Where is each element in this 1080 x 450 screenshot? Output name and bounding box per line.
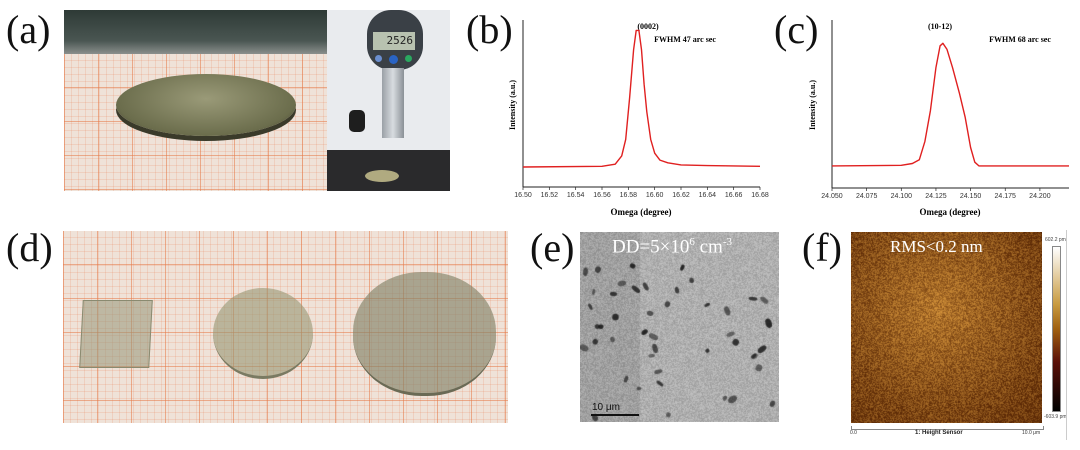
x-tick-label: 16.62 [672,192,690,199]
gan-wafer [116,74,296,136]
afm-axis-title: 1: Height Sensor [915,430,963,436]
afm-axis-left: 0.0 [850,430,857,436]
dislocation-image [580,232,779,422]
x-tick-label: 16.58 [620,192,638,199]
thickness-gauge-photo: 2526 [327,10,450,191]
dislocation-density-label: DD=5×106 cm-3 [612,236,732,258]
chart-c-xlabel: Omega (degree) [919,207,980,217]
x-tick-label: 24.075 [856,193,878,200]
panel-label-f: (f) [802,228,842,268]
wafer-sizes-photo [63,231,508,423]
x-tick-label: 24.175 [995,193,1017,200]
x-tick-label: 16.60 [646,192,664,199]
chart-b-ylabel: Intensity (a.u.) [508,80,517,130]
x-tick-label: 24.125 [925,193,947,200]
chart-b-xlabel: Omega (degree) [610,207,671,217]
chart-c-annotation-2: FWHM 68 arc sec [989,35,1051,44]
x-tick-label: 16.52 [541,192,559,199]
x-tick-label: 16.64 [699,192,717,199]
dd-unit-exp: -3 [723,236,732,248]
afm-height-map [851,232,1042,423]
rms-label: RMS<0.2 nm [890,237,983,257]
scale-bar-label: 10 μm [592,402,620,413]
scale-bar [591,414,639,416]
xrc-chart-10-12: (10-12) FWHM 68 arc sec Omega (degree) I… [790,10,1080,220]
data-line [523,30,760,167]
x-tick-label: 16.66 [725,192,743,199]
x-tick-label: 16.54 [567,192,585,199]
panel-label-d: (d) [6,228,53,268]
chart-c-ylabel: Intensity (a.u.) [808,80,817,130]
xrc-chart-0002: (0002) FWHM 47 arc sec Omega (degree) In… [480,10,780,220]
colorbar-max: 602.2 pm [1045,237,1066,243]
x-tick-label: 16.68 [751,192,769,199]
data-line [832,43,1069,166]
gauge-display: 2526 [373,32,415,50]
afm-axis-right: 10.0 μm [1022,430,1040,436]
four-inch-wafer [353,272,496,396]
square-wafer [79,300,153,368]
x-tick-label: 16.50 [514,192,532,199]
colorbar-min: -603.9 pm [1044,414,1067,420]
chart-c-annotation-1: (10-12) [928,22,952,31]
x-tick-label: 24.150 [960,193,982,200]
x-tick-label: 24.200 [1029,193,1051,200]
panel-label-a: (a) [6,10,50,50]
x-tick-label: 24.100 [891,193,913,200]
frame-line [1066,230,1067,440]
chart-b-annotation-2: FWHM 47 arc sec [654,35,716,44]
x-tick-label: 24.050 [821,193,843,200]
x-tick-label: 16.56 [593,192,611,199]
chart-b-annotation-1: (0002) [637,22,659,31]
dd-main: DD=5×10 [612,236,689,257]
two-inch-wafer [213,288,313,379]
panel-label-e: (e) [530,228,574,268]
dd-unit: cm [695,236,723,257]
colorbar [1052,246,1061,412]
wafer-side-photo [64,10,327,191]
